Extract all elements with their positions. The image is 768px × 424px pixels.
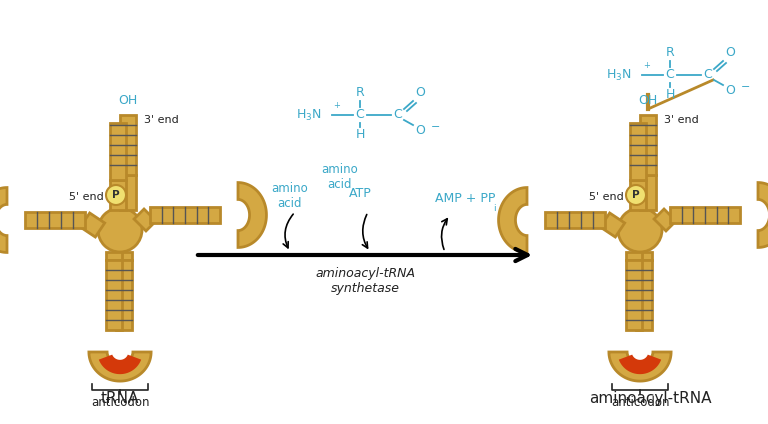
Text: 5' end: 5' end xyxy=(589,192,624,202)
Polygon shape xyxy=(619,354,661,374)
Polygon shape xyxy=(626,260,642,330)
Text: −: − xyxy=(741,82,750,92)
Polygon shape xyxy=(498,187,527,252)
Polygon shape xyxy=(121,175,136,210)
Circle shape xyxy=(626,185,646,205)
Polygon shape xyxy=(626,252,642,260)
Text: R: R xyxy=(356,86,364,100)
Polygon shape xyxy=(99,354,141,374)
Text: +: + xyxy=(333,100,340,109)
Polygon shape xyxy=(670,206,740,223)
Polygon shape xyxy=(631,123,646,180)
Polygon shape xyxy=(25,212,85,229)
Polygon shape xyxy=(0,187,7,252)
Text: H$_3$N: H$_3$N xyxy=(296,107,322,123)
Polygon shape xyxy=(89,352,151,381)
Text: O: O xyxy=(415,123,425,137)
Polygon shape xyxy=(150,206,220,223)
Text: ATP: ATP xyxy=(349,187,372,200)
Polygon shape xyxy=(121,115,136,175)
Polygon shape xyxy=(116,260,132,330)
Text: 3' end: 3' end xyxy=(664,115,699,125)
Circle shape xyxy=(106,185,126,205)
Text: C: C xyxy=(703,69,713,81)
Polygon shape xyxy=(545,212,605,229)
Text: 3' end: 3' end xyxy=(144,115,179,125)
Circle shape xyxy=(618,208,662,252)
Polygon shape xyxy=(106,252,122,260)
Text: O: O xyxy=(725,47,735,59)
Polygon shape xyxy=(134,209,156,231)
Polygon shape xyxy=(116,252,132,260)
Text: anticodon: anticodon xyxy=(611,396,669,409)
Text: H: H xyxy=(665,89,674,101)
Text: i: i xyxy=(493,204,495,213)
Text: O: O xyxy=(415,86,425,100)
Polygon shape xyxy=(654,209,676,231)
Text: O: O xyxy=(725,84,735,97)
Text: OH: OH xyxy=(118,94,137,107)
Text: amino
acid: amino acid xyxy=(272,182,309,210)
Polygon shape xyxy=(601,213,624,237)
Text: tRNA: tRNA xyxy=(101,391,139,406)
Polygon shape xyxy=(110,180,126,210)
Text: aminoacyl-tRNA
synthetase: aminoacyl-tRNA synthetase xyxy=(315,267,415,295)
Polygon shape xyxy=(631,180,646,210)
Text: 5' end: 5' end xyxy=(69,192,104,202)
Text: C: C xyxy=(394,109,402,122)
Polygon shape xyxy=(81,213,104,237)
Text: C: C xyxy=(356,109,364,122)
Text: amino
acid: amino acid xyxy=(322,163,359,191)
Text: P: P xyxy=(632,190,640,200)
Text: AMP + PP: AMP + PP xyxy=(435,192,495,205)
Text: anticodon: anticodon xyxy=(91,396,149,409)
Text: C: C xyxy=(666,69,674,81)
Text: H: H xyxy=(356,128,365,142)
Polygon shape xyxy=(641,175,656,210)
Text: H$_3$N: H$_3$N xyxy=(607,67,632,83)
Polygon shape xyxy=(110,123,126,180)
Polygon shape xyxy=(609,352,671,381)
Polygon shape xyxy=(106,260,122,330)
Text: −: − xyxy=(431,122,440,132)
Text: aminoacyl-tRNA: aminoacyl-tRNA xyxy=(589,391,711,406)
Polygon shape xyxy=(636,252,652,260)
Polygon shape xyxy=(238,183,266,248)
Text: OH: OH xyxy=(638,94,657,107)
Polygon shape xyxy=(758,183,768,248)
Polygon shape xyxy=(636,260,652,330)
Text: +: + xyxy=(644,61,650,70)
Text: R: R xyxy=(666,47,674,59)
Circle shape xyxy=(98,208,142,252)
Text: P: P xyxy=(112,190,120,200)
Polygon shape xyxy=(641,115,656,175)
